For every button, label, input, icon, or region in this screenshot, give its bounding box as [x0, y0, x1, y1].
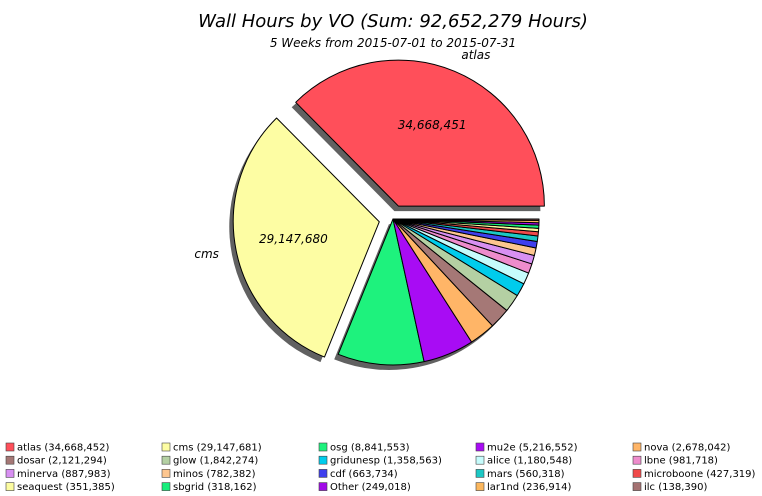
outer-label-atlas: atlas — [461, 48, 490, 62]
legend-label-dosar: dosar (2,121,294) — [17, 456, 107, 467]
legend-swatch-gridunesp — [318, 455, 328, 465]
legend-swatch-mars — [475, 469, 485, 478]
legend-label-alice: alice (1,180,548) — [487, 456, 572, 467]
slices-group — [232, 59, 545, 366]
legend-swatch-minerva — [5, 469, 15, 478]
outer-label-cms: cms — [194, 247, 219, 261]
legend-label-ilc: ilc (138,390) — [644, 482, 707, 493]
legend-swatch-mu2e — [475, 442, 485, 452]
legend-label-cdf: cdf (663,734) — [330, 469, 398, 480]
legend-label-osg: osg (8,841,553) — [330, 443, 410, 454]
legend-swatch-microboone — [632, 469, 642, 478]
legend-swatch-lbne — [632, 455, 642, 465]
legend-swatch-dosar — [5, 455, 15, 465]
legend-label-minerva: minerva (887,983) — [17, 469, 111, 480]
chart-subtitle: 5 Weeks from 2015-07-01 to 2015-07-31 — [270, 36, 516, 50]
legend-label-microboone: microboone (427,319) — [644, 469, 756, 480]
legend-label-sbgrid: sbgrid (318,162) — [173, 482, 257, 493]
legend-label-lar1nd: lar1nd (236,914) — [487, 482, 571, 493]
legend-swatch-glow — [161, 455, 171, 465]
data-label-cms: 29,147,680 — [259, 232, 328, 246]
legend-swatch-cms — [161, 442, 171, 452]
legend-swatch-sbgrid — [161, 482, 171, 491]
slice-labels: 34,668,451 atlas 29,147,680 cms — [194, 48, 490, 261]
legend-swatch-seaquest — [5, 482, 15, 491]
slice-ilc — [392, 218, 540, 221]
legend-label-atlas: atlas (34,668,452) — [17, 443, 110, 454]
legend-label-nova: nova (2,678,042) — [644, 443, 730, 454]
legend-swatch-atlas — [5, 442, 15, 452]
legend-swatch-other — [318, 482, 328, 491]
slice-atlas — [295, 59, 545, 207]
legend-swatch-osg — [318, 442, 328, 452]
legend-label-mars: mars (560,318) — [487, 469, 565, 480]
legend-label-mu2e: mu2e (5,216,552) — [487, 443, 578, 454]
legend-label-gridunesp: gridunesp (1,358,563) — [330, 456, 442, 467]
legend-label-other: Other (249,018) — [330, 482, 411, 493]
data-label-atlas: 34,668,451 — [398, 118, 467, 132]
legend-swatch-alice — [475, 455, 485, 465]
legend-swatch-ilc — [632, 482, 642, 491]
legend-label-lbne: lbne (981,718) — [644, 456, 718, 467]
legend: atlas (34,668,452) cms (29,147,681) osg (8… — [5, 442, 756, 493]
legend-label-seaquest: seaquest (351,385) — [17, 482, 115, 493]
slice-osg — [337, 218, 425, 366]
legend-swatch-nova — [632, 442, 642, 452]
legend-label-cms: cms (29,147,681) — [173, 443, 262, 454]
legend-swatch-minos — [161, 469, 171, 478]
legend-label-glow: glow (1,842,274) — [173, 456, 258, 467]
legend-label-minos: minos (782,382) — [173, 469, 256, 480]
legend-swatch-lar1nd — [475, 482, 485, 491]
slice-cms — [232, 117, 380, 358]
legend-swatch-cdf — [318, 469, 328, 478]
chart-title: Wall Hours by VO (Sum: 92,652,279 Hours) — [198, 11, 588, 32]
